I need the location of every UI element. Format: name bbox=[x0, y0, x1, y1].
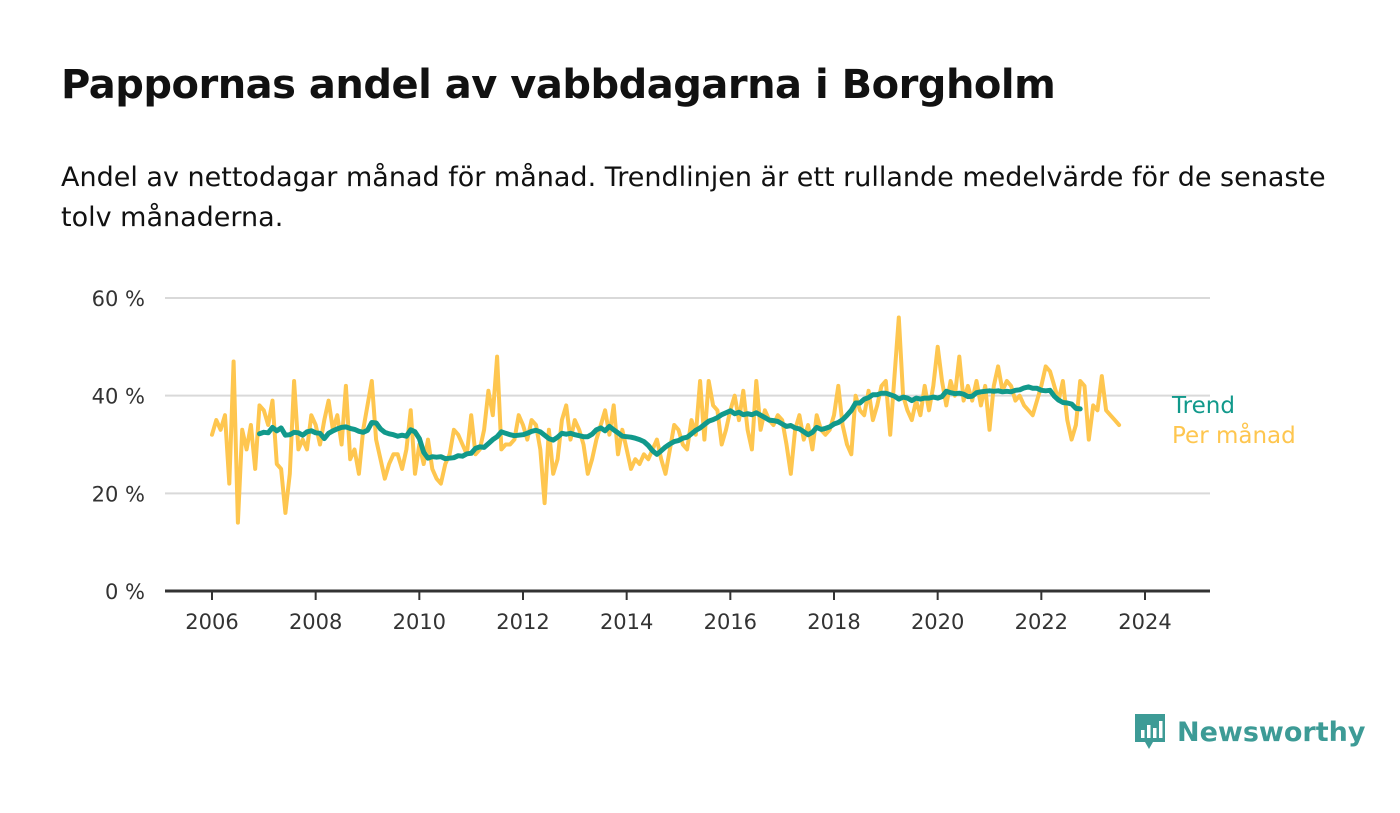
y-tick-label: 60 % bbox=[92, 287, 145, 311]
x-tick-label: 2022 bbox=[1015, 610, 1068, 634]
x-tick-label: 2012 bbox=[496, 610, 549, 634]
x-tick-label: 2016 bbox=[704, 610, 757, 634]
trend-line bbox=[257, 384, 1083, 462]
y-tick-label: 40 % bbox=[92, 385, 145, 409]
chart-subtitle: Andel av nettodagar månad för månad. Tre… bbox=[61, 162, 1326, 233]
newsworthy-logo: Newsworthy bbox=[1133, 712, 1365, 752]
x-tick-label: 2014 bbox=[600, 610, 653, 634]
trend-label: Trend bbox=[1171, 393, 1235, 419]
x-tick-label: 2018 bbox=[807, 610, 860, 634]
chart-title: Pappornas andel av vabbdagarna i Borghol… bbox=[61, 62, 1056, 108]
gridlines bbox=[165, 297, 1210, 593]
x-tick-label: 2010 bbox=[393, 610, 446, 634]
newsworthy-logo-icon bbox=[1135, 714, 1165, 749]
monthly-line bbox=[210, 315, 1122, 525]
x-tick-label: 2006 bbox=[185, 610, 238, 634]
x-tick-label: 2008 bbox=[289, 610, 342, 634]
series-lines bbox=[210, 315, 1122, 525]
y-tick-label: 0 % bbox=[105, 580, 145, 604]
monthly-label: Per månad bbox=[1172, 421, 1296, 449]
line-chart: 0 % 20 % 40 % 60 % 2006 2008 2010 2012 2014 2016… bbox=[92, 287, 1296, 634]
x-tick-label: 2020 bbox=[911, 610, 964, 634]
x-axis-ticks: 2006 2008 2010 2012 2014 2016 2018 2020 2022 2024 bbox=[185, 591, 1172, 634]
x-tick-label: 2024 bbox=[1118, 610, 1171, 634]
y-tick-label: 20 % bbox=[92, 482, 145, 506]
y-axis-ticks: 0 % 20 % 40 % 60 % bbox=[92, 287, 145, 604]
newsworthy-logo-text: Newsworthy bbox=[1177, 716, 1366, 748]
